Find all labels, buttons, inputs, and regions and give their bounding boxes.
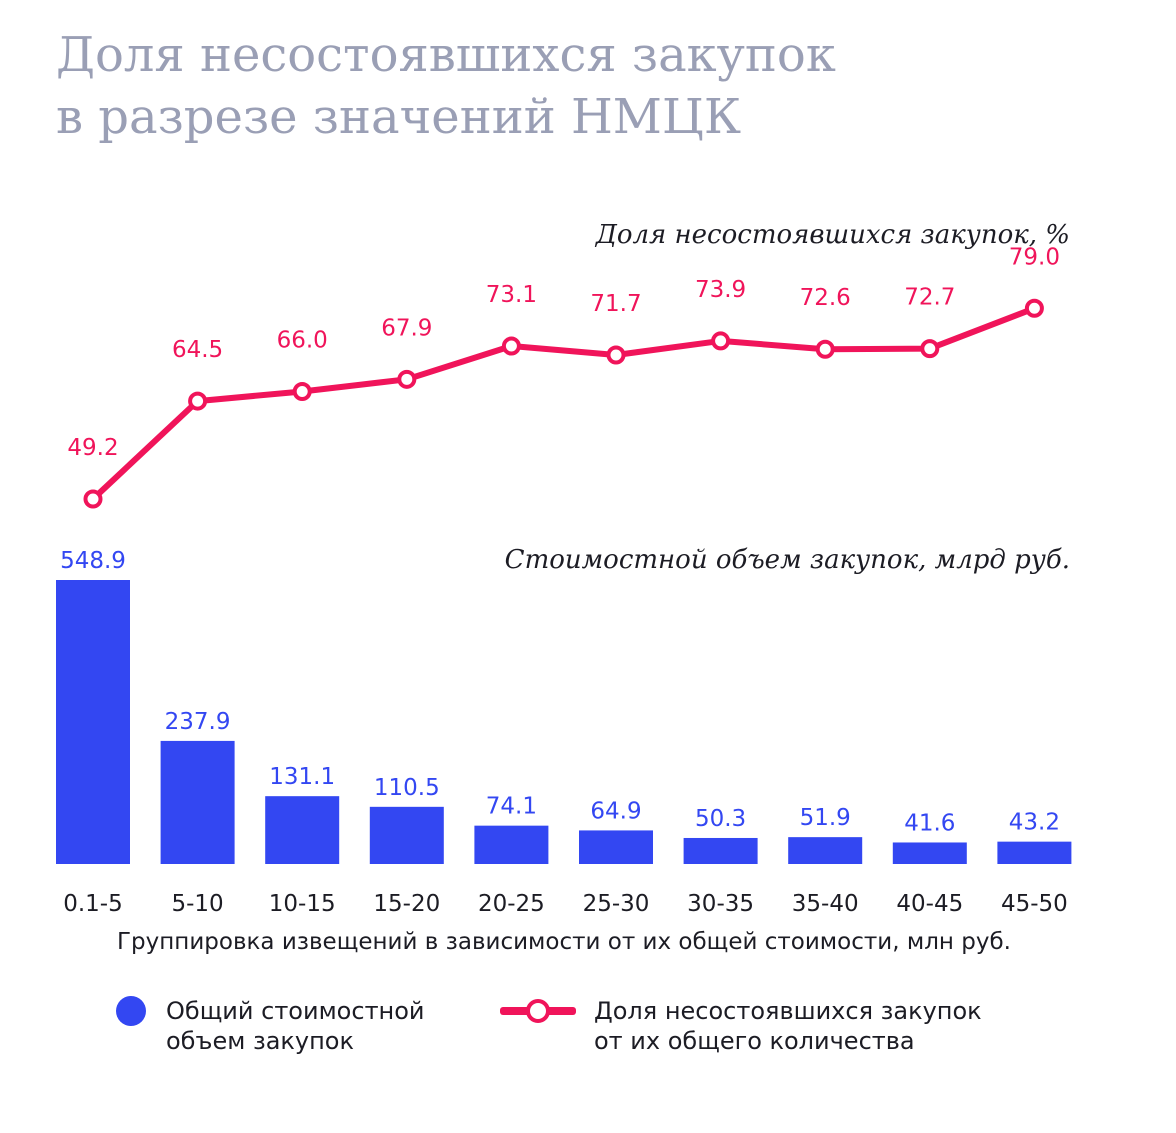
line-point-40-45 bbox=[920, 339, 940, 359]
line-point-15-20 bbox=[397, 369, 417, 389]
bar-40-45 bbox=[892, 842, 967, 864]
line-point-20-25 bbox=[501, 336, 521, 356]
chart-title: Доля несостоявшихся закупок в разрезе зн… bbox=[56, 24, 836, 148]
bar-value-label: 51.9 bbox=[800, 805, 851, 831]
x-tick-label: 45-50 bbox=[1001, 891, 1068, 917]
line-value-label: 73.1 bbox=[486, 282, 537, 308]
bar-value-label: 131.1 bbox=[269, 764, 335, 790]
line-series-path bbox=[90, 305, 1036, 502]
bar-45-50 bbox=[997, 841, 1072, 864]
line-value-label: 79.0 bbox=[1009, 244, 1060, 270]
line-point-5-10 bbox=[188, 391, 208, 411]
x-tick-label: 5-10 bbox=[171, 891, 223, 917]
legend-line-label-line-1: Доля несостоявшихся закупок bbox=[594, 997, 982, 1025]
x-tick-label: 25-30 bbox=[583, 891, 650, 917]
line-point-25-30 bbox=[606, 345, 626, 365]
line-value-label: 64.5 bbox=[172, 337, 223, 363]
legend-line-swatch bbox=[500, 996, 576, 1026]
line-point-0.1-5 bbox=[83, 489, 103, 509]
line-value-label: 71.7 bbox=[590, 291, 641, 317]
x-tick-label: 20-25 bbox=[478, 891, 545, 917]
x-tick-label: 35-40 bbox=[792, 891, 859, 917]
legend-line-label-line-2: от их общего количества bbox=[594, 1027, 915, 1055]
line-value-label: 67.9 bbox=[381, 315, 432, 341]
line-value-label: 66.0 bbox=[277, 327, 328, 353]
x-axis-tick-labels: 0.1-5 5-10 10-15 15-20 20-25 25-30 30-35 35-40 4… bbox=[63, 891, 1068, 917]
bar-value-label: 548.9 bbox=[60, 548, 126, 574]
bar-value-label: 41.6 bbox=[904, 810, 955, 836]
bar-10-15 bbox=[265, 796, 340, 864]
chart-title-line-1: Доля несостоявшихся закупок bbox=[56, 27, 836, 83]
bar-series-caption: Стоимостной объем закупок, млрд руб. bbox=[505, 545, 1070, 575]
bar-5-10 bbox=[160, 740, 235, 864]
legend-bar-label-line-1: Общий стоимостной bbox=[166, 997, 425, 1025]
x-tick-label: 0.1-5 bbox=[63, 891, 123, 917]
bar-value-label: 64.9 bbox=[590, 798, 641, 824]
bar-value-label: 110.5 bbox=[374, 775, 440, 801]
x-tick-label: 40-45 bbox=[896, 891, 963, 917]
bar-15-20 bbox=[369, 806, 444, 864]
bar-0.1-5 bbox=[56, 580, 130, 864]
bar-value-label: 43.2 bbox=[1009, 810, 1060, 836]
bar-20-25 bbox=[474, 825, 549, 864]
bar-30-35 bbox=[683, 837, 758, 864]
legend-item-line: Доля несостоявшихся закупок от их общего… bbox=[500, 996, 982, 1056]
bar-35-40 bbox=[788, 837, 863, 864]
line-point-30-35 bbox=[711, 331, 731, 351]
bar-value-label: 237.9 bbox=[165, 709, 231, 735]
bar-value-label: 74.1 bbox=[486, 794, 537, 820]
line-point-10-15 bbox=[292, 381, 312, 401]
legend-bar-swatch bbox=[116, 996, 146, 1026]
x-axis-label: Группировка извещений в зависимости от и… bbox=[117, 929, 1011, 955]
line-series: 49.2 64.5 66.0 67.9 73.1 71.7 73.9 72.6 72.7 79.0 bbox=[67, 244, 1060, 509]
line-value-label: 72.6 bbox=[800, 285, 851, 311]
line-series-caption: Доля несостоявшихся закупок, % bbox=[595, 220, 1070, 250]
chart-title-line-2: в разрезе значений НМЦК bbox=[56, 89, 741, 145]
legend-bar-label-line-2: объем закупок bbox=[166, 1027, 354, 1055]
bar-series: 548.9 237.9 131.1 110.5 74.1 64.9 50.3 51.9 41.6… bbox=[56, 548, 1072, 864]
x-tick-label: 30-35 bbox=[687, 891, 754, 917]
legend-item-bar: Общий стоимостной объем закупок bbox=[116, 996, 425, 1056]
bar-25-30 bbox=[579, 830, 653, 864]
line-value-label: 49.2 bbox=[67, 435, 118, 461]
x-tick-label: 15-20 bbox=[373, 891, 440, 917]
line-value-label: 72.7 bbox=[904, 285, 955, 311]
line-point-45-50 bbox=[1024, 298, 1044, 318]
x-tick-label: 10-15 bbox=[269, 891, 336, 917]
line-value-label: 73.9 bbox=[695, 277, 746, 303]
bar-value-label: 50.3 bbox=[695, 806, 746, 832]
line-point-35-40 bbox=[815, 339, 835, 359]
